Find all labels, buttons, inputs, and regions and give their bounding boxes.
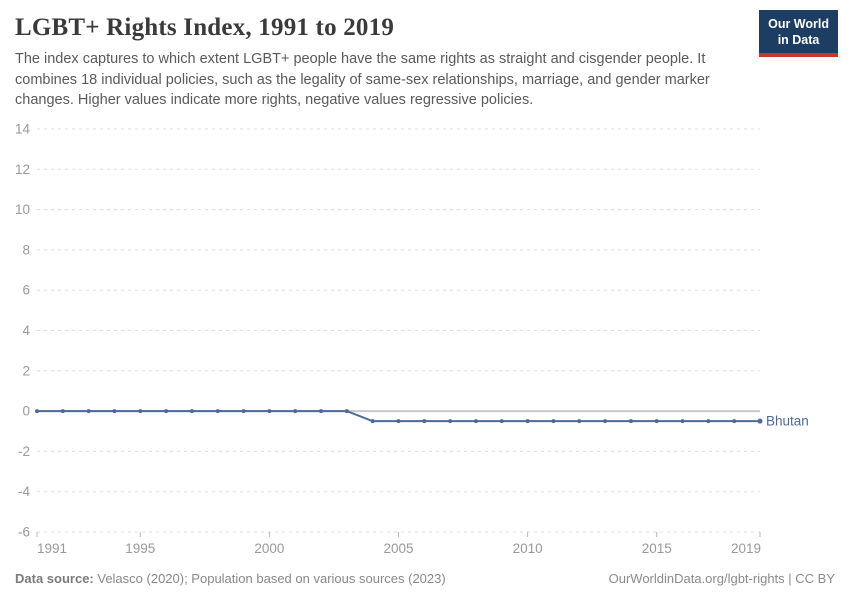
data-point: [732, 418, 737, 423]
y-axis-label: -6: [18, 524, 30, 539]
series-end-point: [757, 418, 763, 424]
footer-source-text: Velasco (2020); Population based on vari…: [93, 570, 446, 586]
data-point: [525, 418, 530, 423]
y-axis-label: 12: [15, 162, 30, 177]
chart-footer: Data source: Velasco (2020); Population …: [0, 571, 850, 586]
data-point: [396, 418, 401, 423]
data-point: [215, 408, 220, 413]
x-axis-label: 1995: [125, 541, 155, 556]
data-point: [603, 418, 608, 423]
y-axis-label: -2: [18, 444, 30, 459]
data-point: [35, 408, 39, 413]
data-point: [473, 418, 478, 423]
footer-source-label: Data source:: [15, 570, 94, 586]
chart-header: LGBT+ Rights Index, 1991 to 2019 Our Wor…: [0, 0, 850, 111]
y-axis-label: -4: [18, 484, 30, 499]
x-axis-label: 1991: [37, 541, 67, 556]
data-point: [319, 408, 324, 413]
y-axis-label: 10: [15, 202, 30, 217]
data-point: [680, 418, 685, 423]
data-point: [422, 418, 427, 423]
data-point: [370, 418, 375, 423]
data-point: [86, 408, 91, 413]
data-point: [499, 418, 504, 423]
data-point: [189, 408, 194, 413]
x-axis-label: 2015: [642, 541, 672, 556]
data-point: [293, 408, 298, 413]
data-point: [551, 418, 556, 423]
x-axis-label: 2005: [383, 541, 413, 556]
owid-logo-line2: in Data: [777, 33, 820, 48]
data-point: [706, 418, 711, 423]
chart-title: LGBT+ Rights Index, 1991 to 2019: [15, 14, 395, 41]
data-point: [577, 418, 582, 423]
y-axis-label: 6: [22, 282, 30, 297]
footer-link[interactable]: OurWorldinData.org/lgbt-rights | CC BY: [608, 570, 835, 586]
y-axis-label: 0: [22, 403, 30, 418]
data-point: [628, 418, 633, 423]
y-axis-label: 4: [22, 323, 30, 338]
x-axis-label: 2000: [254, 541, 284, 556]
y-axis-label: 8: [22, 242, 30, 257]
owid-logo-line1: Our World: [768, 17, 829, 31]
series-entity-label: Bhutan: [766, 413, 809, 428]
data-point: [267, 408, 272, 413]
y-axis-label: 14: [15, 121, 31, 136]
data-point: [112, 408, 117, 413]
data-point: [164, 408, 169, 413]
data-point: [344, 408, 349, 413]
data-point: [241, 408, 246, 413]
data-point: [60, 408, 65, 413]
data-point: [448, 418, 453, 423]
chart-svg: 14 12 10 8 6 4 2 0 -2 -4 -6 1991 1995 2000 2005 2010 201…: [15, 121, 809, 556]
y-axis-label: 2: [22, 363, 30, 378]
x-axis-label: 2019: [731, 541, 761, 556]
chart-subtitle: The index captures to which extent LGBT+…: [15, 51, 710, 109]
x-axis-label: 2010: [513, 541, 543, 556]
data-point: [654, 418, 659, 423]
footer-source: Data source: Velasco (2020); Population …: [15, 571, 446, 586]
data-point: [138, 408, 143, 413]
owid-logo[interactable]: Our World in Data: [759, 10, 838, 57]
